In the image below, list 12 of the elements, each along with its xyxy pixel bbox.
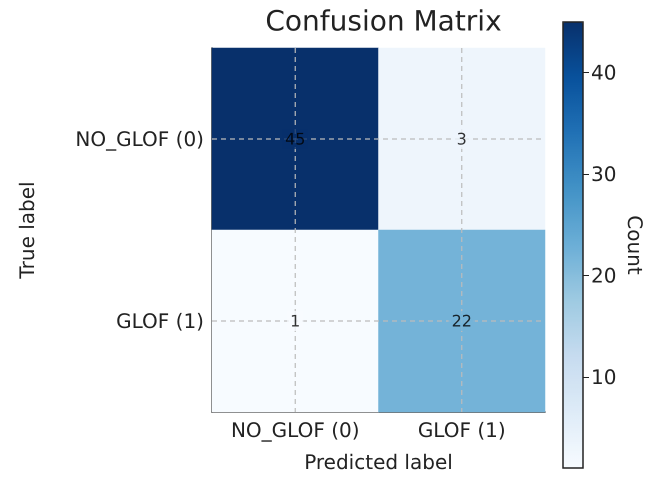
color-bar-label: 40: [591, 60, 616, 85]
color-bar-label: 30: [591, 162, 616, 186]
data-label: 45: [285, 130, 306, 148]
data-label: 3: [456, 130, 467, 148]
data-label: 22: [452, 312, 472, 330]
y-axis-title: True label: [15, 181, 39, 280]
color-bar-label: 20: [591, 263, 616, 288]
x-axis-title: Predicted label: [304, 450, 453, 474]
chart-title: Confusion Matrix: [265, 4, 502, 38]
color-bar-label: 10: [591, 364, 616, 389]
color-bar-title: Count: [623, 215, 647, 275]
data-label: 1: [290, 312, 300, 330]
